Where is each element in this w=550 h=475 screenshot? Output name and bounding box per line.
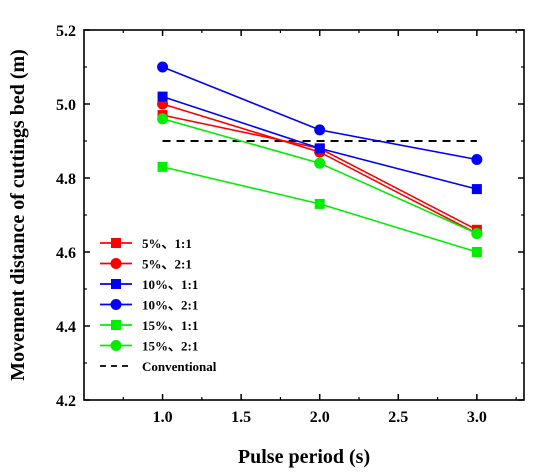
legend-label: 15%、2:1: [142, 339, 198, 354]
x-tick-label: 1.5: [231, 409, 251, 426]
legend-item: 15%、2:1: [100, 339, 198, 354]
legend-label: 5%、1:1: [142, 236, 192, 251]
data-point: [471, 184, 482, 195]
legend-item: 5%、2:1: [100, 257, 192, 272]
x-axis-title: Pulse period (s): [238, 446, 370, 468]
legend-swatch-marker: [111, 279, 121, 289]
legend-swatch-marker: [110, 340, 122, 351]
data-point: [471, 247, 482, 257]
series-3: [157, 91, 482, 195]
data-point: [157, 113, 169, 125]
legend-swatch-marker: [110, 299, 122, 310]
legend-label: Conventional: [142, 359, 217, 374]
legend-item: Conventional: [100, 359, 217, 374]
series-layer: [157, 61, 483, 257]
data-point: [314, 143, 325, 154]
x-tick-label: 2.5: [388, 409, 408, 426]
data-point: [314, 157, 326, 169]
x-tick-label: 2.0: [310, 409, 330, 426]
y-tick-label: 4.6: [56, 245, 76, 262]
data-point: [157, 161, 168, 172]
legend-item: 10%、1:1: [100, 277, 198, 292]
legend-label: 5%、2:1: [142, 257, 192, 272]
series-6: [157, 113, 483, 239]
legend: 5%、1:1 5%、2:1 10%、1:1 10%、2:1 15%、1:1 15%、2:1…: [100, 236, 217, 374]
series-5: [157, 161, 482, 257]
x-tick-label: 1.0: [153, 409, 173, 426]
legend-label: 15%、1:1: [142, 318, 198, 333]
legend-item: 5%、1:1: [100, 236, 192, 251]
ticks-layer: 1.0 1.5 2.0 2.5 3.0 4.2 4.4 4.6 4.8 5.0 5.2: [56, 23, 524, 426]
y-tick-label: 5.2: [56, 23, 76, 40]
y-tick-label: 4.4: [56, 319, 76, 336]
y-tick-label: 4.2: [56, 393, 76, 410]
legend-swatch-marker: [110, 258, 122, 269]
y-tick-label: 5.0: [56, 97, 76, 114]
legend-swatch-marker: [111, 320, 121, 330]
data-point: [314, 198, 325, 209]
x-tick-label: 3.0: [467, 409, 487, 426]
data-point: [314, 124, 326, 136]
data-point: [157, 91, 168, 102]
y-axis-title: Movement distance of cuttings bed (m): [7, 49, 29, 381]
legend-label: 10%、2:1: [142, 298, 198, 313]
data-point: [471, 228, 483, 239]
data-point: [471, 154, 483, 165]
y-tick-label: 4.8: [56, 171, 76, 188]
legend-swatch-marker: [111, 238, 121, 248]
data-point: [157, 61, 169, 73]
legend-label: 10%、1:1: [142, 277, 198, 292]
legend-item: 10%、2:1: [100, 298, 198, 313]
series-4: [157, 61, 483, 165]
legend-item: 15%、1:1: [100, 318, 198, 333]
